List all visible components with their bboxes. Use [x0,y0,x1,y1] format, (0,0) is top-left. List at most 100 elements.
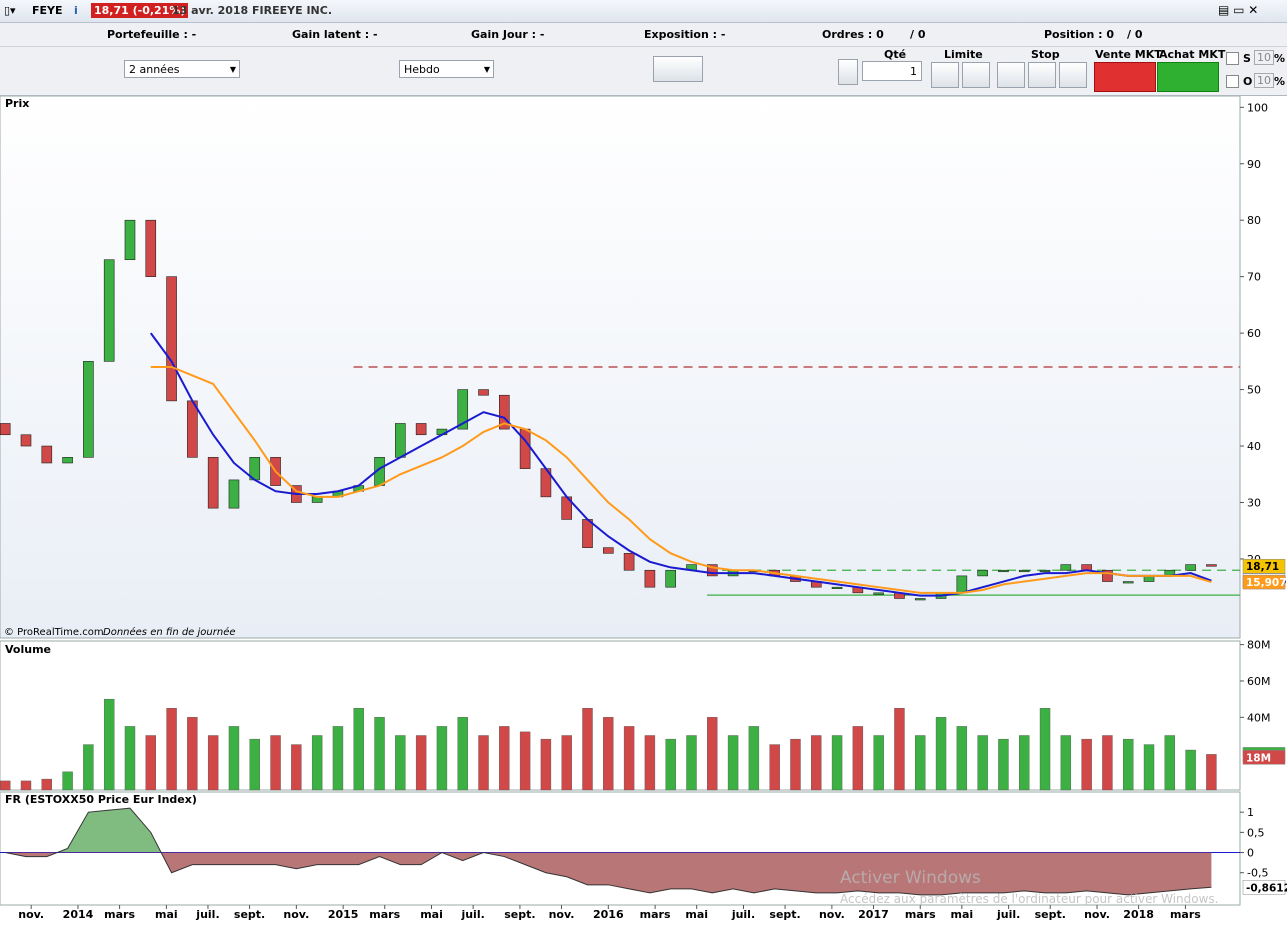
volume-bar [873,735,884,791]
candle [395,423,406,458]
candle [1185,564,1196,571]
volume-bar [707,717,718,791]
x-tick-label: nov. [819,908,845,921]
limit-sell[interactable] [962,62,990,88]
indicator-title: FR (ESTOXX50 Price Eur Index) [5,793,197,806]
y-tick-label: 50 [1247,384,1261,397]
x-tick-label: 2018 [1123,908,1154,921]
s-pct[interactable]: 10 [1254,50,1274,65]
x-tick-label: juil. [460,908,484,921]
window-controls[interactable]: ▤ ▭ ✕ [1218,3,1259,17]
x-tick-label: mai [951,908,974,921]
volume-bar [1019,735,1030,791]
moving-average [149,332,1212,597]
x-tick-label: mars [1170,908,1201,921]
volume-bar [332,726,344,791]
y-tick-label: 60M [1247,675,1271,688]
y-tick-label: 40M [1247,711,1271,724]
chart-style-button[interactable] [653,56,703,82]
quote: 18,71 (-0,21%) [91,3,189,18]
area-positive [58,808,161,852]
position: Position : 0 [1044,28,1115,41]
control-bar: 2 années Hebdo Qté 1 Limite Stop Vente M… [0,47,1287,96]
menu-icon[interactable]: ▯▾ [4,4,16,17]
volume-title: Volume [5,643,51,656]
candle [1018,569,1030,573]
candle [873,592,884,595]
volume-bar [1185,749,1196,791]
candle [977,569,988,577]
volume-bar [748,726,760,791]
volume-bar [103,698,115,791]
volume-bar [374,717,385,791]
candle [41,445,53,464]
volume-bar [644,735,656,791]
last-value-badge [1242,574,1286,590]
x-tick-label: nov. [1084,908,1110,921]
sell-button[interactable] [1094,62,1156,92]
volume-bar [62,771,73,791]
info-icon[interactable]: i [74,4,78,17]
candle [706,564,718,577]
settings-button[interactable] [838,59,858,85]
volume-bar [166,708,177,791]
buy-label: Achat MKT [1159,48,1226,61]
volume-bar [1143,744,1155,791]
o-pct[interactable]: 10 [1254,73,1274,88]
period-select[interactable]: 2 années [124,60,240,79]
y-tick-label: -0,5 [1247,867,1268,880]
volume-bar [20,780,32,791]
candle [228,479,240,509]
marks: 203040506070809010040M60M80M10,50-0,518,… [0,101,1287,921]
qty-label: Qté [884,48,907,61]
title-bar: ▯▾ FEYE i 18,71 (-0,21%) 13 avr. 2018 FI… [0,0,1287,23]
volume-bar [811,735,822,791]
volume-bar [0,780,11,791]
y-tick-label: 0 [1247,847,1254,860]
volume-bar [727,735,739,791]
limit-label: Limite [944,48,983,61]
volume-bar [1039,708,1051,791]
x-tick-label: juil. [731,908,755,921]
buy-button[interactable] [1157,62,1219,92]
watermark-title: Activer Windows [840,868,981,888]
volume-bar [1206,754,1217,791]
limit-buy[interactable] [931,62,959,88]
candle [623,553,635,571]
y-tick-label: 80 [1247,214,1261,227]
o-checkbox[interactable] [1226,75,1239,88]
x-tick-label: 2016 [593,908,624,921]
candle [62,457,73,464]
stop-2[interactable] [1028,62,1056,88]
volume-bar [1060,735,1072,791]
candle [582,519,593,548]
volume-bar [852,726,864,791]
s-checkbox[interactable] [1226,52,1239,65]
qty-input[interactable]: 1 [862,61,922,81]
x-tick-label: sept. [1035,908,1066,921]
x-tick-label: mars [104,908,135,921]
candle [20,434,32,447]
candle [998,569,1009,573]
volume-bar [1102,735,1113,791]
volume-bar [915,735,926,791]
candle [207,457,219,509]
interval-select[interactable]: Hebdo [399,60,494,79]
y-tick-label: 100 [1247,101,1268,114]
candle [603,547,614,554]
last-value-label: 15,907 [1246,577,1287,589]
last-value-badge [1242,558,1286,574]
volume-bar [83,744,94,791]
orders: Ordres : 0 [822,28,884,41]
stop-3[interactable] [1059,62,1087,88]
stop-1[interactable] [997,62,1025,88]
candle [103,259,115,362]
volume-bar [270,735,281,791]
x-tick-label: nov. [283,908,309,921]
volume-bar [207,735,219,791]
note: Données en fin de journée [103,626,236,638]
candle [187,400,198,458]
volume-bar [228,726,240,791]
y-tick-label: 60 [1247,327,1261,340]
candle [499,394,510,430]
